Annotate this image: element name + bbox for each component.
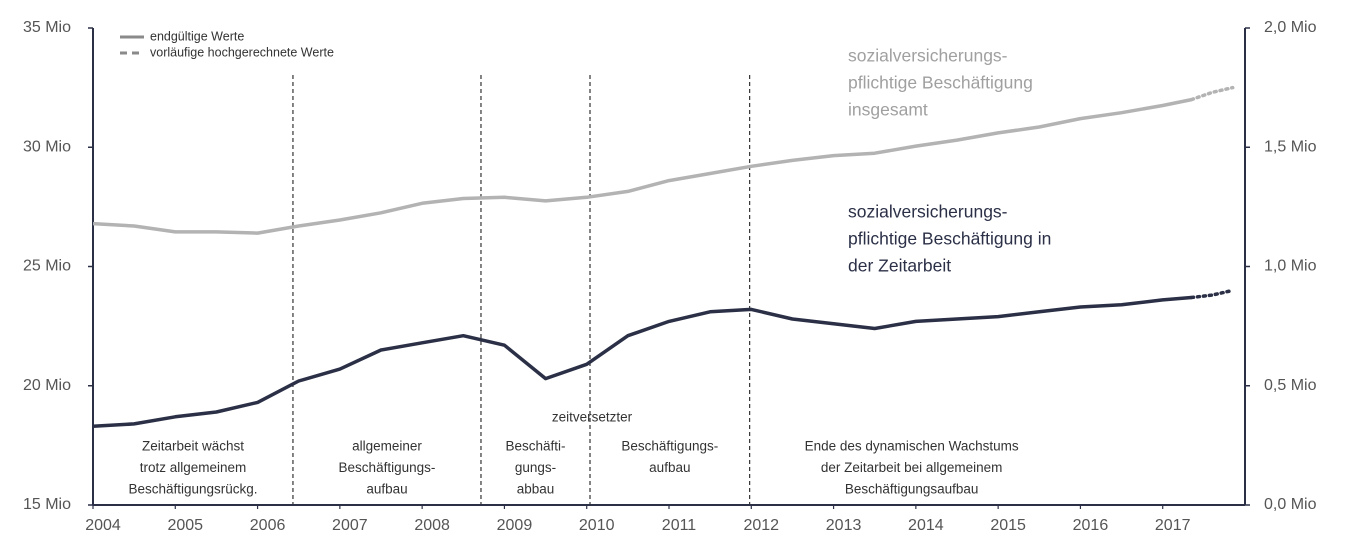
phase-label: allgemeiner	[352, 439, 422, 454]
phase-label: Ende des dynamischen Wachstums	[805, 439, 1019, 454]
y2-tick-label: 0,5 Mio	[1264, 377, 1317, 394]
x-tick-label: 2011	[662, 517, 697, 534]
y2-tick-label: 1,0 Mio	[1264, 258, 1317, 275]
y-tick-label: 25 Mio	[23, 258, 71, 275]
phase-label: aufbau	[649, 460, 690, 475]
y-tick-label: 35 Mio	[23, 19, 71, 36]
legend-label: vorläufige hochgerechnete Werte	[150, 45, 334, 59]
series-label: pflichtige Beschäftigung in	[848, 229, 1051, 249]
phase-label: Beschäfti-	[505, 439, 565, 454]
phase-label: Beschäftigungsaufbau	[845, 482, 979, 497]
x-tick-label: 2010	[579, 517, 615, 534]
phase-label: trotz allgemeinem	[140, 460, 247, 475]
legend-label: endgültige Werte	[150, 29, 244, 43]
series-line	[92, 97, 1192, 235]
series-label: insgesamt	[848, 100, 928, 120]
series-line-provisional	[1189, 288, 1235, 300]
phase-label: Beschäftigungs-	[621, 439, 718, 454]
y-tick-label: 30 Mio	[23, 138, 71, 155]
phase-label: Beschäftigungsrückg.	[128, 482, 257, 497]
series-label: sozialversicherungs-	[848, 202, 1008, 222]
x-tick-label: 2017	[1155, 517, 1191, 534]
phase-label: aufbau	[366, 482, 407, 497]
x-tick-label: 2012	[743, 517, 779, 534]
x-tick-label: 2013	[826, 517, 862, 534]
phase-note: zeitversetzter	[552, 410, 633, 425]
x-tick-label: 2015	[990, 517, 1026, 534]
x-tick-label: 2004	[85, 517, 121, 534]
y2-tick-label: 0,0 Mio	[1264, 496, 1317, 513]
y2-tick-label: 1,5 Mio	[1264, 138, 1317, 155]
x-tick-label: 2008	[414, 517, 450, 534]
phase-label: abbau	[517, 482, 555, 497]
x-tick-label: 2005	[167, 517, 203, 534]
y2-tick-label: 2,0 Mio	[1264, 19, 1317, 36]
phase-label: der Zeitarbeit bei allgemeinem	[821, 460, 1003, 475]
x-tick-label: 2016	[1073, 517, 1109, 534]
phase-label: Zeitarbeit wächst	[142, 439, 244, 454]
x-tick-label: 2009	[497, 517, 533, 534]
phase-label: gungs-	[515, 460, 556, 475]
series-line-provisional	[1189, 85, 1235, 102]
series-line	[92, 295, 1192, 429]
y-tick-label: 20 Mio	[23, 377, 71, 394]
phase-label: Beschäftigungs-	[339, 460, 436, 475]
y-tick-label: 15 Mio	[23, 496, 71, 513]
series-label: pflichtige Beschäftigung	[848, 73, 1033, 93]
x-tick-label: 2007	[332, 517, 368, 534]
series-label: der Zeitarbeit	[848, 256, 951, 276]
x-tick-label: 2006	[250, 517, 286, 534]
x-tick-label: 2014	[908, 517, 944, 534]
series-label: sozialversicherungs-	[848, 46, 1008, 66]
